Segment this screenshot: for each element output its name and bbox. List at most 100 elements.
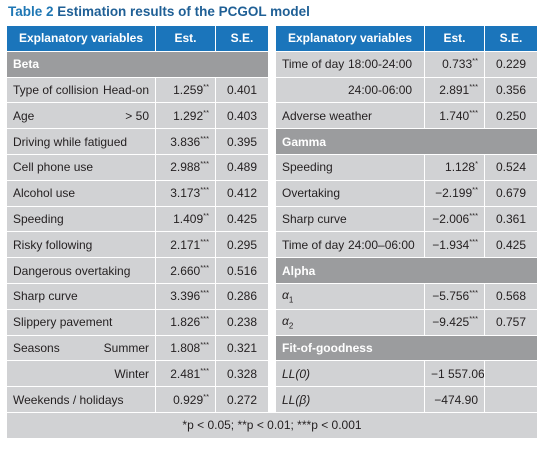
right-se-cell: 0.356 <box>485 77 538 104</box>
variable-name <box>282 83 342 97</box>
estimate-value: 2.481 <box>170 366 201 381</box>
right-estimate-cell: 1.128* <box>425 154 485 181</box>
left-variable-cell: Risky following <box>7 232 156 259</box>
table-row: Cell phone use 2.988*** 0.489 Speeding 1.128… <box>7 154 538 181</box>
variable-level: Winter <box>114 366 149 381</box>
table-row: Seasons Summer 1.808*** 0.321 Fit-of-goodnes… <box>7 335 538 362</box>
estimate-value: −1.934 <box>432 237 470 252</box>
significance-stars: ** <box>472 56 478 66</box>
significance-stars: ** <box>472 185 478 195</box>
table-row: Slippery pavement 1.826*** 0.238 α2 −9.425**… <box>7 309 538 336</box>
header-est-left: Est. <box>156 26 216 52</box>
right-se-cell: 0.757 <box>485 309 538 336</box>
right-section-header: Fit-of-goodness <box>276 335 538 362</box>
significance-stars: * <box>475 159 478 169</box>
table-row: Dangerous overtaking 2.660*** 0.516 Alpha <box>7 258 538 284</box>
significance-stars: *** <box>200 159 209 169</box>
estimate-value: 3.396 <box>170 289 201 304</box>
left-variable-cell: Winter <box>7 361 156 388</box>
significance-stars: ** <box>203 391 209 401</box>
alpha-index: 2 <box>288 321 294 331</box>
left-variable-cell: Seasons Summer <box>7 335 156 362</box>
left-se-cell: 0.516 <box>216 258 269 284</box>
variable-name: Sharp curve <box>13 289 78 304</box>
right-estimate-cell: −9.425*** <box>425 309 485 336</box>
right-variable-cell: Overtaking <box>276 180 425 207</box>
section-beta: Beta <box>7 51 269 78</box>
table-title: Table 2 Estimation results of the PCGOL … <box>8 4 310 19</box>
left-variable-cell: Dangerous overtaking <box>7 258 156 284</box>
left-estimate-cell: 3.396*** <box>156 283 216 310</box>
left-variable-cell: Driving while fatigued <box>7 129 156 155</box>
variable-level: 24:00–06:00 <box>348 237 415 252</box>
fit-empty-cell <box>485 387 538 413</box>
header-variables-right: Explanatory variables <box>276 26 425 52</box>
variable-name: Time of day <box>282 57 345 72</box>
footnote-row: *p < 0.05; **p < 0.01; ***p < 0.001 <box>7 412 538 439</box>
variable-name: Cell phone use <box>13 160 94 175</box>
estimate-value: −2.006 <box>432 211 470 226</box>
estimate-value: 1.128 <box>445 160 476 175</box>
estimate-value: 2.988 <box>170 160 201 175</box>
estimate-value: 2.171 <box>170 237 201 252</box>
right-se-cell: 0.568 <box>485 283 538 310</box>
significance-stars: *** <box>469 236 478 246</box>
estimate-value: 1.259 <box>173 82 204 97</box>
variable-name: Overtaking <box>282 186 341 201</box>
significance-stars: *** <box>469 210 478 220</box>
estimate-value: 0.733 <box>442 57 473 72</box>
left-variable-cell: Type of collision Head-on <box>7 77 156 104</box>
table-row: Sharp curve 3.396*** 0.286 α1 −5.756*** 0.568 <box>7 283 538 310</box>
left-se-cell: 0.286 <box>216 283 269 310</box>
significance-stars: *** <box>200 314 209 324</box>
estimate-value: −9.425 <box>432 315 470 330</box>
right-section-header: Alpha <box>276 258 538 284</box>
table-row: Alcohol use 3.173*** 0.412 Overtaking −2.199… <box>7 180 538 207</box>
right-estimate-cell: 0.733** <box>425 51 485 78</box>
fit-label-cell: LL(β) <box>276 387 425 413</box>
significance-stars: *** <box>469 107 478 117</box>
header-se-right: S.E. <box>485 26 538 52</box>
left-variable-cell: Sharp curve <box>7 283 156 310</box>
results-table: Explanatory variables Est. S.E. Explanat… <box>7 26 538 439</box>
right-estimate-cell: −2.199** <box>425 180 485 207</box>
left-estimate-cell: 1.292** <box>156 103 216 130</box>
left-estimate-cell: 2.988*** <box>156 154 216 181</box>
variable-level: 24:00-06:00 <box>348 82 413 97</box>
significance-stars: ** <box>203 81 209 91</box>
left-estimate-cell: 1.808*** <box>156 335 216 362</box>
right-se-cell: 0.229 <box>485 51 538 78</box>
fit-empty-cell <box>485 361 538 388</box>
left-estimate-cell: 2.660*** <box>156 258 216 284</box>
right-variable-cell: Sharp curve <box>276 206 425 233</box>
alpha-symbol: α <box>282 288 289 303</box>
right-variable-cell: Time of day 18:00-24:00 <box>276 51 425 78</box>
left-estimate-cell: 1.259** <box>156 77 216 104</box>
left-estimate-cell: 0.929** <box>156 387 216 413</box>
estimate-value: 2.891 <box>439 82 470 97</box>
significance-footnote: *p < 0.05; **p < 0.01; ***p < 0.001 <box>7 412 538 439</box>
table-caption: Estimation results of the PCGOL model <box>57 4 310 19</box>
variable-name: Sharp curve <box>282 211 347 226</box>
table-row: Winter 2.481*** 0.328 LL(0) −1 557.06 <box>7 361 538 388</box>
header-row: Explanatory variables Est. S.E. Explanat… <box>7 26 538 52</box>
right-variable-cell: Adverse weather <box>276 103 425 130</box>
variable-level: > 50 <box>125 108 149 123</box>
variable-name: Type of collision <box>13 82 99 97</box>
variable-name: Slippery pavement <box>13 315 113 330</box>
table-row: Risky following 2.171*** 0.295 Time of day 2… <box>7 232 538 259</box>
right-se-cell: 0.425 <box>485 232 538 259</box>
fit-value-cell: −1 557.06 <box>425 361 485 388</box>
right-estimate-cell: 1.740*** <box>425 103 485 130</box>
estimate-value: −2.199 <box>435 186 473 201</box>
table-row: Beta Time of day 18:00-24:00 0.733** 0.229 <box>7 51 538 78</box>
variable-name: Seasons <box>13 340 60 355</box>
significance-stars: *** <box>200 288 209 298</box>
estimate-value: 1.826 <box>170 315 201 330</box>
left-se-cell: 0.238 <box>216 309 269 336</box>
significance-stars: *** <box>200 133 209 143</box>
table-row: Driving while fatigued 3.836*** 0.395 Gamma <box>7 129 538 155</box>
left-se-cell: 0.425 <box>216 206 269 233</box>
left-variable-cell: Slippery pavement <box>7 309 156 336</box>
variable-name: Dangerous overtaking <box>13 263 131 278</box>
